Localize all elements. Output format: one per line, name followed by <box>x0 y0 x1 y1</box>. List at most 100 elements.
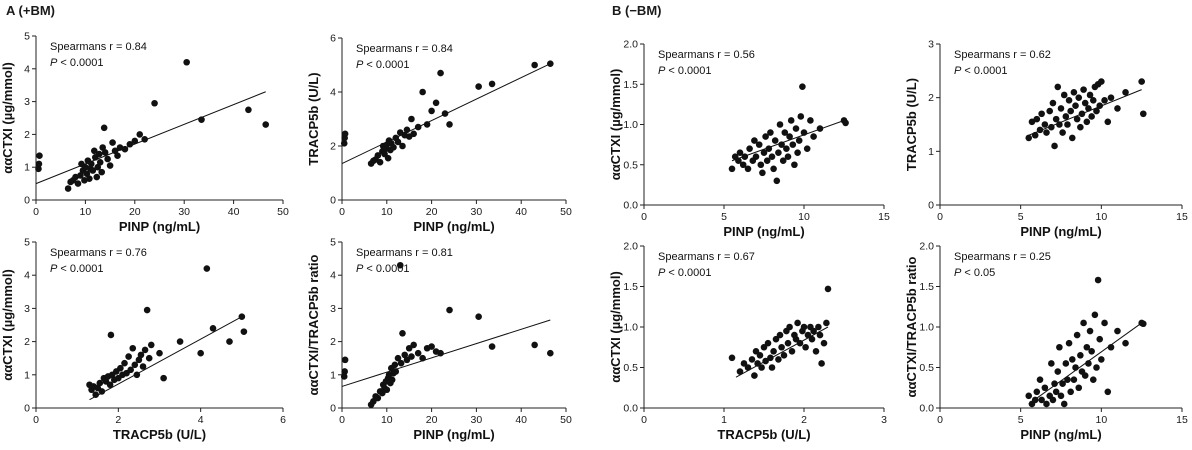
data-point <box>1036 376 1044 383</box>
p-value-label: P < 0.0001 <box>50 263 104 275</box>
data-point <box>1073 331 1081 339</box>
data-point <box>802 343 809 351</box>
data-point <box>198 116 205 123</box>
x-tick-label: 20 <box>426 206 438 218</box>
x-tick-label: 40 <box>515 414 527 426</box>
data-point <box>143 306 151 314</box>
x-tick-label: 10 <box>381 206 393 218</box>
data-point <box>763 157 771 165</box>
data-point <box>1067 107 1074 115</box>
spearman-label: Spearmans r = 0.56 <box>658 49 755 61</box>
data-point <box>804 331 812 339</box>
data-point <box>114 152 121 160</box>
data-point <box>99 144 106 151</box>
data-point <box>475 83 482 90</box>
panel-b-label: B (−BM) <box>612 3 661 18</box>
data-point <box>1054 83 1062 91</box>
data-point <box>1072 102 1079 110</box>
data-point <box>1081 99 1089 107</box>
data-point <box>547 349 554 357</box>
data-point <box>803 145 811 152</box>
data-point <box>800 129 808 136</box>
data-point <box>414 349 422 357</box>
data-point <box>770 348 777 355</box>
data-point <box>245 106 252 114</box>
data-point <box>1089 97 1097 104</box>
y-tick-label: 1.0 <box>623 322 638 334</box>
spearman-label: Spearmans r = 0.84 <box>50 41 147 53</box>
y-tick-label: 1.5 <box>623 79 638 91</box>
data-point <box>1104 388 1112 396</box>
data-point <box>1051 142 1058 150</box>
p-value-label: P < 0.0001 <box>658 267 712 279</box>
data-point <box>1096 335 1104 343</box>
data-point <box>383 386 391 394</box>
x-tick-label: 1 <box>721 414 727 426</box>
data-point <box>762 133 769 140</box>
p-value-label: P < 0.0001 <box>50 57 104 69</box>
data-point <box>137 351 145 359</box>
data-point <box>770 165 777 173</box>
data-point <box>403 126 411 134</box>
x-tick-label: 0 <box>641 211 647 223</box>
data-point <box>197 349 204 357</box>
data-point <box>147 341 155 349</box>
data-point <box>392 368 400 375</box>
x-tick-label: 30 <box>471 206 483 218</box>
data-point <box>1065 339 1073 347</box>
data-point <box>176 338 184 345</box>
data-point <box>755 141 763 148</box>
data-point <box>96 379 104 387</box>
data-point <box>728 354 736 362</box>
x-tick-label: 2 <box>801 414 807 426</box>
regression-line <box>1028 89 1142 136</box>
data-point <box>127 366 134 374</box>
data-point <box>531 61 538 69</box>
data-point <box>1073 115 1081 123</box>
data-point <box>1088 113 1095 120</box>
y-axis-title: ααCTXI (µg/mmol) <box>608 271 623 383</box>
data-point <box>757 161 765 169</box>
regression-line <box>89 316 243 401</box>
scatter-chart-3: 0 2 4 6 0 1 2 3 4 5 TRACP5b (U/L) ααCTXI (µg/mmol) S… <box>0 237 286 443</box>
data-point <box>1094 276 1102 284</box>
spearman-label: Spearmans r = 0.81 <box>356 247 453 259</box>
data-point <box>740 360 748 367</box>
data-point <box>768 364 776 371</box>
data-point <box>752 348 760 355</box>
y-tick-label: 0.0 <box>623 200 638 212</box>
data-point <box>1083 343 1091 351</box>
p-value-symbol: P <box>954 65 962 77</box>
y-tick-label: 2 <box>928 92 934 104</box>
data-point <box>226 338 233 345</box>
data-point <box>776 121 784 128</box>
data-point <box>816 125 824 132</box>
data-point <box>1107 343 1115 351</box>
data-point <box>1070 89 1078 96</box>
data-point <box>735 157 742 165</box>
p-value-text: < 0.0001 <box>363 59 409 71</box>
data-point <box>823 319 830 327</box>
data-point <box>767 354 774 362</box>
data-point <box>399 142 406 150</box>
data-point <box>419 88 426 96</box>
data-point <box>795 137 803 144</box>
data-point <box>1114 105 1121 112</box>
data-point <box>1139 320 1147 328</box>
data-point <box>759 169 766 177</box>
data-point <box>794 319 801 327</box>
data-point <box>96 158 104 166</box>
data-point <box>77 172 84 179</box>
p-value-label: P < 0.05 <box>954 267 995 279</box>
data-point <box>765 145 773 152</box>
data-point <box>1059 129 1066 136</box>
data-point <box>1098 78 1105 85</box>
data-point <box>796 339 804 347</box>
data-point <box>475 313 482 321</box>
data-point <box>1122 89 1129 96</box>
data-point <box>1139 110 1147 118</box>
x-tick-label: 30 <box>178 206 190 218</box>
data-point <box>762 357 769 365</box>
data-point <box>784 339 792 347</box>
data-point <box>1081 372 1089 379</box>
